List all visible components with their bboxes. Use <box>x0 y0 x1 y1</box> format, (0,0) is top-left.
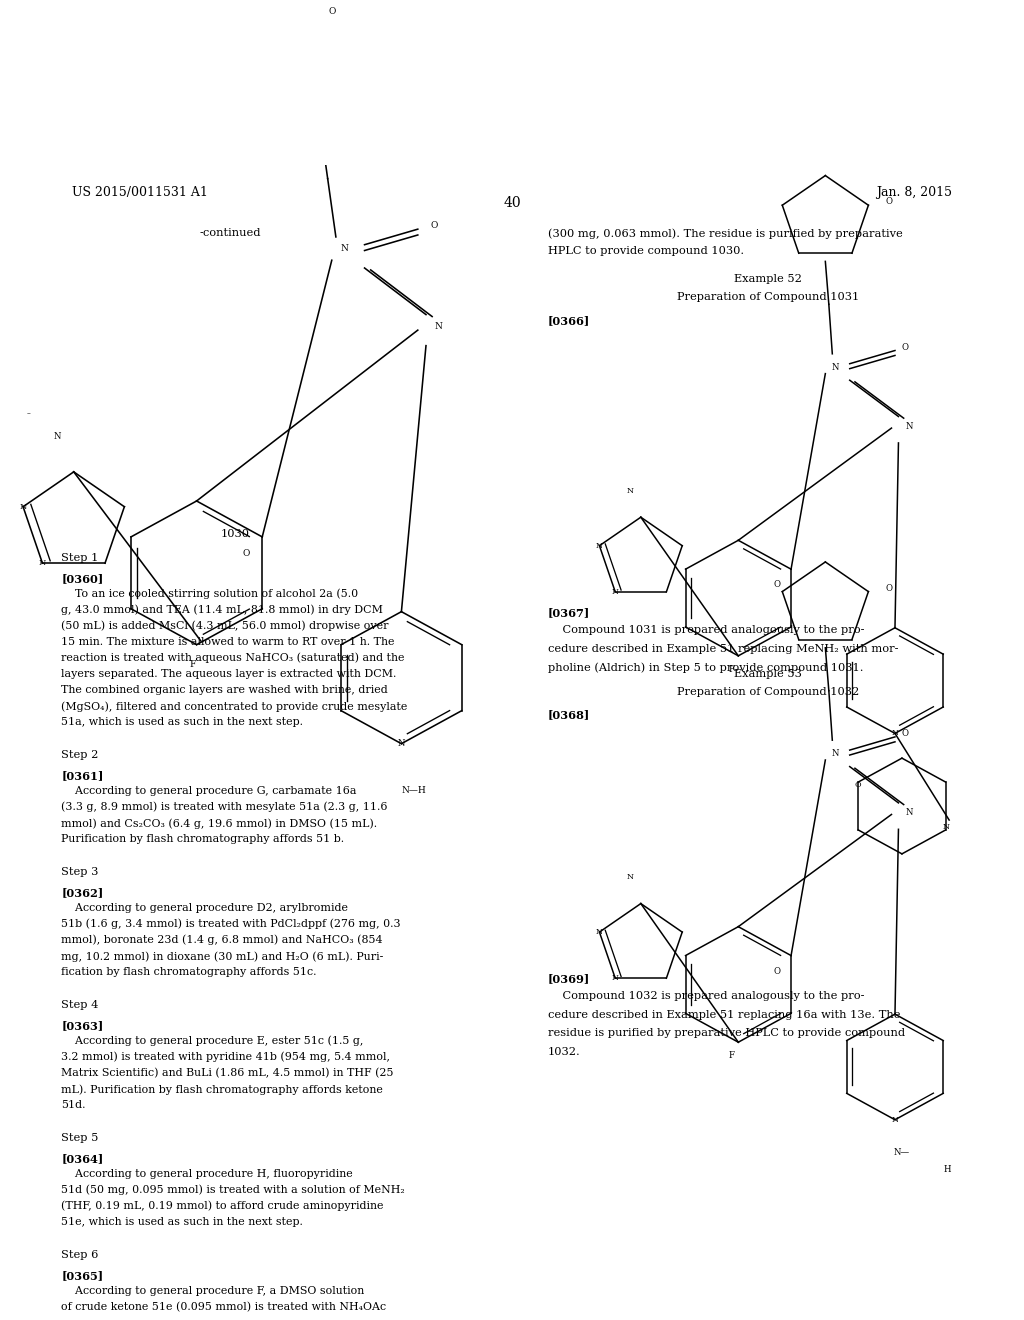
Text: N—H: N—H <box>401 785 426 795</box>
Text: According to general procedure F, a DMSO solution: According to general procedure F, a DMSO… <box>61 1286 365 1296</box>
Text: N: N <box>19 503 27 511</box>
Text: 51a, which is used as such in the next step.: 51a, which is used as such in the next s… <box>61 717 303 727</box>
Text: Step 3: Step 3 <box>61 867 98 878</box>
Text: Example 52: Example 52 <box>734 273 802 284</box>
Text: mL). Purification by flash chromatography affords ketone: mL). Purification by flash chromatograph… <box>61 1084 383 1094</box>
Text: O: O <box>886 583 893 593</box>
Text: (MgSO₄), filtered and concentrated to provide crude mesylate: (MgSO₄), filtered and concentrated to pr… <box>61 701 408 711</box>
Text: To an ice cooled stirring solution of alcohol 2a (5.0: To an ice cooled stirring solution of al… <box>61 589 358 599</box>
Text: Preparation of Compound 1032: Preparation of Compound 1032 <box>677 688 859 697</box>
Text: N: N <box>942 822 949 830</box>
Text: of crude ketone 51e (0.095 mmol) is treated with NH₄OAc: of crude ketone 51e (0.095 mmol) is trea… <box>61 1302 387 1312</box>
Text: N: N <box>596 541 603 549</box>
Text: Matrix Scientific) and BuLi (1.86 mL, 4.5 mmol) in THF (25: Matrix Scientific) and BuLi (1.86 mL, 4.… <box>61 1068 394 1078</box>
Text: (50 mL) is added MsCl (4.3 mL, 56.0 mmol) dropwise over: (50 mL) is added MsCl (4.3 mL, 56.0 mmol… <box>61 620 389 631</box>
Text: N: N <box>905 808 912 817</box>
Text: US 2015/0011531 A1: US 2015/0011531 A1 <box>72 186 208 199</box>
Text: reaction is treated with aqueous NaHCO₃ (saturated) and the: reaction is treated with aqueous NaHCO₃ … <box>61 653 404 664</box>
Text: According to general procedure D2, arylbromide: According to general procedure D2, arylb… <box>61 903 348 913</box>
Text: N: N <box>892 1115 898 1123</box>
Text: –: – <box>27 409 31 417</box>
Text: 51d (50 mg, 0.095 mmol) is treated with a solution of MeNH₂: 51d (50 mg, 0.095 mmol) is treated with … <box>61 1185 406 1196</box>
Text: mmol), boronate 23d (1.4 g, 6.8 mmol) and NaHCO₃ (854: mmol), boronate 23d (1.4 g, 6.8 mmol) an… <box>61 935 383 945</box>
Text: According to general procedure E, ester 51c (1.5 g,: According to general procedure E, ester … <box>61 1036 364 1047</box>
Text: N: N <box>39 560 46 568</box>
Text: Example 53: Example 53 <box>734 669 802 678</box>
Text: [0362]: [0362] <box>61 887 103 898</box>
Text: 15 min. The mixture is allowed to warm to RT over 1 h. The: 15 min. The mixture is allowed to warm t… <box>61 636 395 647</box>
Text: 51d.: 51d. <box>61 1100 86 1110</box>
Text: -continued: -continued <box>200 228 261 238</box>
Text: N: N <box>611 974 618 982</box>
Text: [0363]: [0363] <box>61 1020 103 1031</box>
Text: N: N <box>611 587 618 595</box>
Text: 51e, which is used as such in the next step.: 51e, which is used as such in the next s… <box>61 1217 303 1228</box>
Text: O: O <box>902 343 909 351</box>
Text: 40: 40 <box>503 197 521 210</box>
Text: [0361]: [0361] <box>61 770 103 781</box>
Text: Step 2: Step 2 <box>61 751 98 760</box>
Text: N: N <box>53 433 61 441</box>
Text: Step 5: Step 5 <box>61 1134 98 1143</box>
Text: HPLC to provide compound 1030.: HPLC to provide compound 1030. <box>548 246 744 256</box>
Text: 3.2 mmol) is treated with pyridine 41b (954 mg, 5.4 mmol,: 3.2 mmol) is treated with pyridine 41b (… <box>61 1052 390 1063</box>
Text: N: N <box>905 422 912 430</box>
Text: Compound 1032 is prepared analogously to the pro-: Compound 1032 is prepared analogously to… <box>548 991 864 1002</box>
Text: N: N <box>833 748 840 758</box>
Text: pholine (Aldrich) in Step 5 to provide compound 1031.: pholine (Aldrich) in Step 5 to provide c… <box>548 663 863 673</box>
Text: cedure described in Example 51 replacing 16a with 13e. The: cedure described in Example 51 replacing… <box>548 1010 900 1019</box>
Text: Jan. 8, 2015: Jan. 8, 2015 <box>877 186 952 199</box>
Text: Preparation of Compound 1031: Preparation of Compound 1031 <box>677 292 859 302</box>
Text: N—: N— <box>894 1148 910 1158</box>
Text: N: N <box>627 873 634 882</box>
Text: O: O <box>855 781 861 789</box>
Text: N: N <box>627 487 634 495</box>
Text: 1030: 1030 <box>221 529 250 539</box>
Text: [0366]: [0366] <box>548 315 590 326</box>
Text: [0364]: [0364] <box>61 1152 103 1164</box>
Text: O: O <box>430 220 438 230</box>
Text: mmol) and Cs₂CO₃ (6.4 g, 19.6 mmol) in DMSO (15 mL).: mmol) and Cs₂CO₃ (6.4 g, 19.6 mmol) in D… <box>61 818 378 829</box>
Text: According to general procedure H, fluoropyridine: According to general procedure H, fluoro… <box>61 1170 353 1179</box>
Text: The combined organic layers are washed with brine, dried: The combined organic layers are washed w… <box>61 685 388 694</box>
Text: mg, 10.2 mmol) in dioxane (30 mL) and H₂O (6 mL). Puri-: mg, 10.2 mmol) in dioxane (30 mL) and H₂… <box>61 950 384 961</box>
Text: [0368]: [0368] <box>548 709 590 719</box>
Text: [0369]: [0369] <box>548 973 590 983</box>
Text: F: F <box>189 660 196 668</box>
Text: O: O <box>773 581 780 589</box>
Text: O: O <box>773 966 780 975</box>
Text: N: N <box>596 928 603 936</box>
Text: Step 4: Step 4 <box>61 1001 98 1010</box>
Text: N: N <box>397 739 406 748</box>
Text: 1032.: 1032. <box>548 1047 581 1056</box>
Text: O: O <box>242 549 250 558</box>
Text: [0367]: [0367] <box>548 607 590 618</box>
Text: O: O <box>328 7 336 16</box>
Text: (THF, 0.19 mL, 0.19 mmol) to afford crude aminopyridine: (THF, 0.19 mL, 0.19 mmol) to afford crud… <box>61 1201 384 1212</box>
Text: residue is purified by preparative HPLC to provide compound: residue is purified by preparative HPLC … <box>548 1028 905 1038</box>
Text: N: N <box>340 244 348 253</box>
Text: fication by flash chromatography affords 51c.: fication by flash chromatography affords… <box>61 968 317 977</box>
Text: cedure described in Example 51 replacing MeNH₂ with mor-: cedure described in Example 51 replacing… <box>548 644 898 653</box>
Text: Purification by flash chromatography affords 51 b.: Purification by flash chromatography aff… <box>61 834 344 843</box>
Text: F: F <box>728 664 734 673</box>
Text: According to general procedure G, carbamate 16a: According to general procedure G, carbam… <box>61 785 357 796</box>
Text: Compound 1031 is prepared analogously to the pro-: Compound 1031 is prepared analogously to… <box>548 626 864 635</box>
Text: N: N <box>892 730 898 738</box>
Text: (300 mg, 0.063 mmol). The residue is purified by preparative: (300 mg, 0.063 mmol). The residue is pur… <box>548 228 902 239</box>
Text: g, 43.0 mmol) and TEA (11.4 mL, 81.8 mmol) in dry DCM: g, 43.0 mmol) and TEA (11.4 mL, 81.8 mmo… <box>61 605 383 615</box>
Text: F: F <box>728 1051 734 1060</box>
Text: 51b (1.6 g, 3.4 mmol) is treated with PdCl₂dppf (276 mg, 0.3: 51b (1.6 g, 3.4 mmol) is treated with Pd… <box>61 919 401 929</box>
Text: [0365]: [0365] <box>61 1270 103 1280</box>
Text: layers separated. The aqueous layer is extracted with DCM.: layers separated. The aqueous layer is e… <box>61 669 397 678</box>
Text: Step 6: Step 6 <box>61 1250 98 1261</box>
Text: O: O <box>886 198 893 206</box>
Text: N: N <box>434 322 442 331</box>
Text: N: N <box>833 363 840 371</box>
Text: (3.3 g, 8.9 mmol) is treated with mesylate 51a (2.3 g, 11.6: (3.3 g, 8.9 mmol) is treated with mesyla… <box>61 803 388 813</box>
Text: O: O <box>902 729 909 738</box>
Text: Step 1: Step 1 <box>61 553 98 564</box>
Text: H: H <box>943 1164 951 1173</box>
Text: [0360]: [0360] <box>61 573 103 583</box>
